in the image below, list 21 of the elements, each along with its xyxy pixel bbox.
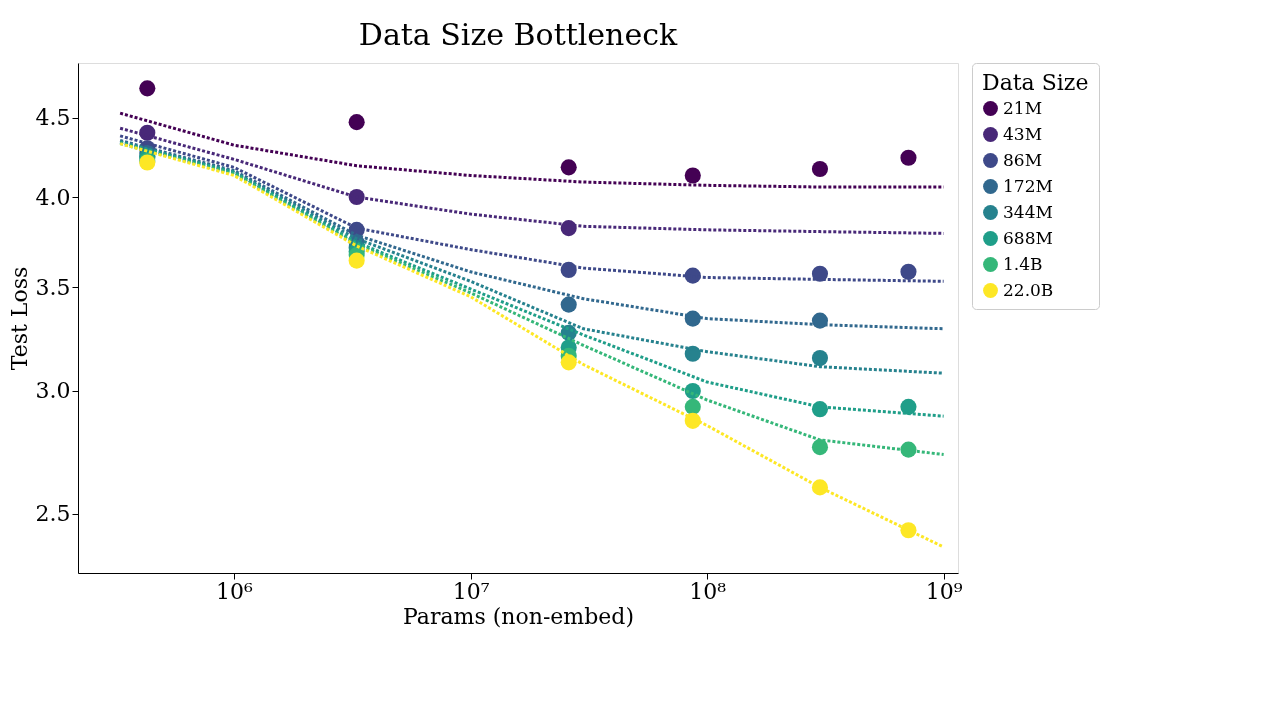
- y-tick-label: 4.0: [35, 184, 71, 210]
- legend-label: 172M: [1003, 175, 1053, 196]
- x-tick-label: 10⁹: [925, 578, 963, 604]
- x-tick-label: 10⁷: [452, 578, 490, 604]
- legend-label: 86M: [1003, 149, 1043, 170]
- y-tick-label: 3.5: [35, 274, 71, 300]
- legend-label: 43M: [1003, 123, 1043, 144]
- chart-title: Data Size Bottleneck: [358, 16, 678, 52]
- legend-label: 21M: [1003, 97, 1043, 118]
- x-tick-label: 10⁸: [689, 578, 727, 604]
- x-axis-title: Params (non-embed): [403, 603, 634, 629]
- legend-label: 1.4B: [1003, 253, 1043, 274]
- legend-title: Data Size: [982, 70, 1089, 95]
- y-tick-label: 2.5: [35, 501, 71, 527]
- legend-label: 688M: [1003, 227, 1053, 248]
- x-tick-label: 10⁶: [216, 578, 254, 604]
- legend-label: 344M: [1003, 201, 1053, 222]
- legend-label: 22.0B: [1003, 279, 1054, 300]
- y-axis-title: Test Loss: [6, 266, 32, 371]
- y-tick-label: 3.0: [35, 378, 71, 404]
- y-tick-label: 4.5: [35, 105, 71, 131]
